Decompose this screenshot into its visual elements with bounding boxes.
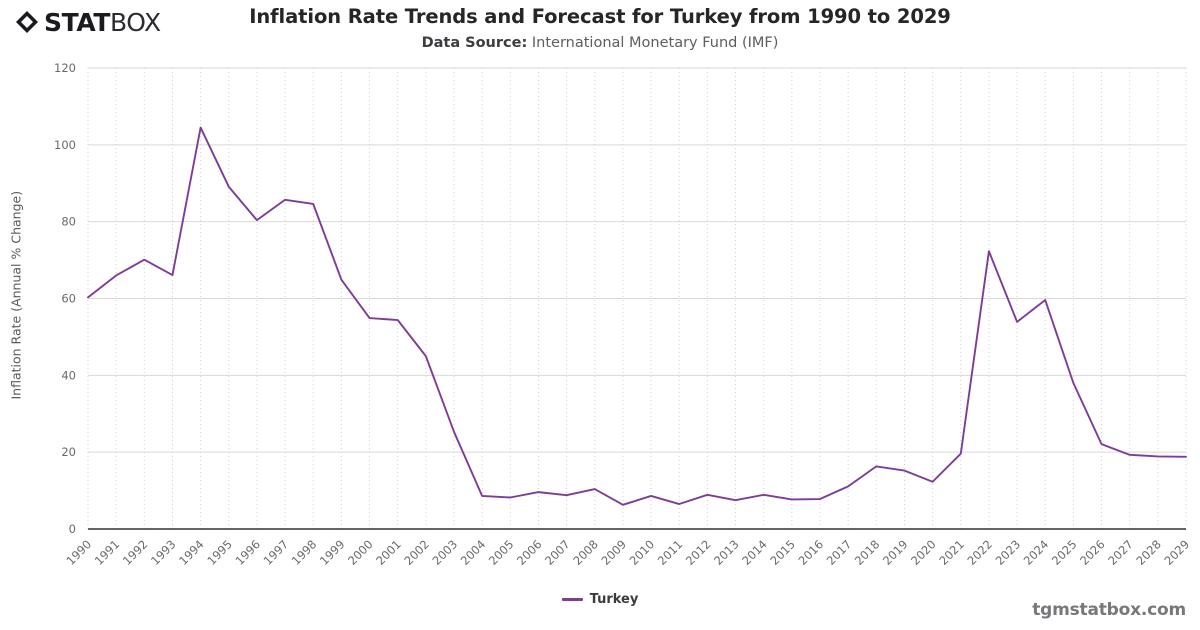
- x-tick-label: 2024: [1021, 537, 1052, 568]
- brand-name-light: BOX: [109, 7, 161, 37]
- x-tick-label: 2028: [1133, 537, 1164, 568]
- x-tick-label: 1990: [64, 537, 95, 568]
- x-tick-label: 2010: [627, 537, 658, 568]
- legend-label-turkey: Turkey: [589, 592, 639, 607]
- y-tick-label: 20: [61, 445, 76, 459]
- brand-logo: STATBOX: [14, 8, 161, 36]
- x-tick-label: 2020: [908, 537, 939, 568]
- data-source-line: Data Source: International Monetary Fund…: [0, 35, 1200, 51]
- x-tick-label: 2007: [542, 537, 573, 568]
- line-chart-svg: 0 20 40 60 80 100 120 199019911992199319941995…: [54, 61, 1193, 568]
- y-axis-tick-labels: 0 20 40 60 80 100 120: [54, 61, 76, 536]
- x-tick-label: 2014: [739, 537, 770, 568]
- series-lines: [87, 126, 1187, 506]
- diamond-logo-icon: [16, 11, 38, 33]
- x-tick-label: 1995: [204, 537, 235, 568]
- x-tick-label: 2008: [570, 537, 601, 568]
- data-source-label: Data Source:: [421, 35, 528, 51]
- title-block: Inflation Rate Trends and Forecast for T…: [0, 5, 1200, 51]
- x-tick-label: 2027: [1105, 537, 1136, 568]
- x-tick-label: 2003: [430, 537, 461, 568]
- x-tick-label: 2023: [993, 537, 1024, 568]
- x-tick-label: 1998: [289, 537, 320, 568]
- x-tick-label: 1999: [317, 537, 348, 568]
- x-tick-label: 2025: [1049, 537, 1080, 568]
- y-tick-label: 100: [54, 138, 76, 152]
- y-tick-label: 120: [54, 61, 76, 75]
- chart-legend: Turkey: [0, 592, 1200, 607]
- x-tick-label: 2000: [345, 537, 376, 568]
- series-line-turkey: [87, 126, 1187, 506]
- x-tick-label: 2021: [936, 537, 967, 568]
- x-tick-label: 2005: [486, 537, 517, 568]
- x-tick-label: 2009: [598, 537, 629, 568]
- x-tick-label: 2013: [711, 537, 742, 568]
- x-tick-label: 1993: [148, 537, 179, 568]
- x-axis-tick-labels: 1990199119921993199419951996199719981999…: [64, 537, 1193, 568]
- data-source-value: International Monetary Fund (IMF): [531, 35, 779, 51]
- x-tick-label: 2001: [373, 537, 404, 568]
- header: STATBOX Inflation Rate Trends and Foreca…: [0, 0, 1200, 62]
- y-tick-label: 40: [61, 368, 76, 382]
- chart-plot-area: 0 20 40 60 80 100 120 1990 1991 1992 1993 1994 1995…: [0, 60, 1200, 580]
- brand-name-bold: STAT: [44, 7, 110, 37]
- x-tick-label: 2011: [655, 537, 686, 568]
- x-tick-label: 1992: [120, 537, 151, 568]
- x-tick-label: 2026: [1077, 537, 1108, 568]
- x-tick-label: 2022: [964, 537, 995, 568]
- x-tick-label: 2019: [880, 537, 911, 568]
- horizontal-gridlines: [88, 67, 1186, 453]
- y-tick-label: 60: [61, 292, 76, 306]
- x-tick-label: 2012: [683, 537, 714, 568]
- x-tick-label: 2029: [1162, 537, 1193, 568]
- x-tick-label: 2016: [796, 537, 827, 568]
- x-tick-label: 2004: [458, 537, 489, 568]
- x-tick-label: 1997: [261, 537, 292, 568]
- brand-wordmark: STATBOX: [44, 10, 161, 35]
- x-tick-label: 2017: [824, 537, 855, 568]
- x-tick-label: 2015: [767, 537, 798, 568]
- x-tick-label: 2002: [401, 537, 432, 568]
- x-tick-label: 1991: [92, 537, 123, 568]
- y-tick-label: 80: [61, 215, 76, 229]
- x-tick-label: 1994: [176, 537, 207, 568]
- legend-swatch-turkey: [561, 598, 583, 601]
- y-tick-label: 0: [69, 522, 76, 536]
- x-tick-label: 1996: [232, 537, 263, 568]
- x-tick-label: 2006: [514, 537, 545, 568]
- x-tick-label: 2018: [852, 537, 883, 568]
- site-watermark: tgmstatbox.com: [1032, 600, 1186, 620]
- page-title: Inflation Rate Trends and Forecast for T…: [249, 5, 951, 28]
